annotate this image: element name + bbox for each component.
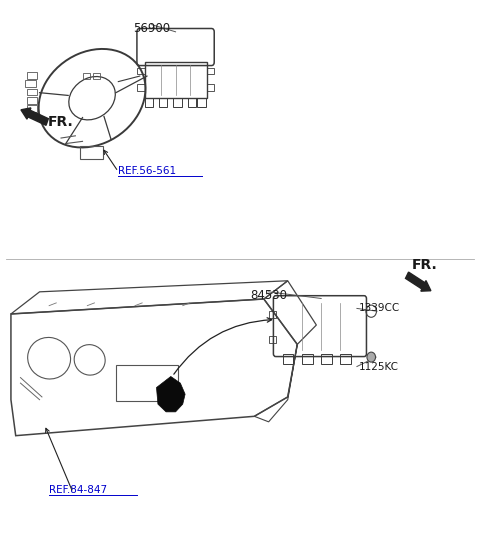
Bar — [173, 98, 182, 107]
Bar — [27, 97, 37, 104]
Text: FR.: FR. — [412, 259, 438, 272]
Bar — [25, 81, 36, 87]
Bar — [197, 98, 205, 107]
Polygon shape — [156, 376, 185, 412]
Circle shape — [367, 352, 375, 362]
Bar — [302, 354, 312, 364]
Text: REF.56-561: REF.56-561 — [118, 166, 177, 176]
Text: 1125KC: 1125KC — [360, 361, 399, 371]
FancyArrow shape — [21, 108, 48, 125]
Bar — [84, 73, 90, 79]
Text: REF.84-847: REF.84-847 — [49, 485, 107, 495]
Text: 84530: 84530 — [250, 289, 287, 302]
Bar — [144, 98, 153, 107]
Text: 1339CC: 1339CC — [360, 304, 400, 314]
Bar — [27, 72, 37, 79]
Bar — [269, 336, 276, 342]
Bar — [340, 354, 351, 364]
Bar — [206, 85, 214, 91]
Bar — [269, 311, 276, 318]
Bar — [144, 62, 206, 98]
Text: 56900: 56900 — [133, 22, 170, 36]
Bar — [137, 85, 145, 91]
Bar — [27, 89, 37, 96]
Bar — [137, 68, 145, 75]
Bar — [321, 354, 332, 364]
Bar — [93, 73, 100, 79]
Bar — [116, 365, 178, 401]
FancyArrow shape — [406, 272, 431, 291]
Bar — [80, 146, 103, 158]
Bar — [206, 68, 214, 75]
Bar — [188, 98, 196, 107]
Bar — [283, 354, 293, 364]
Text: FR.: FR. — [48, 115, 74, 129]
Bar — [27, 106, 37, 112]
Bar — [159, 98, 168, 107]
